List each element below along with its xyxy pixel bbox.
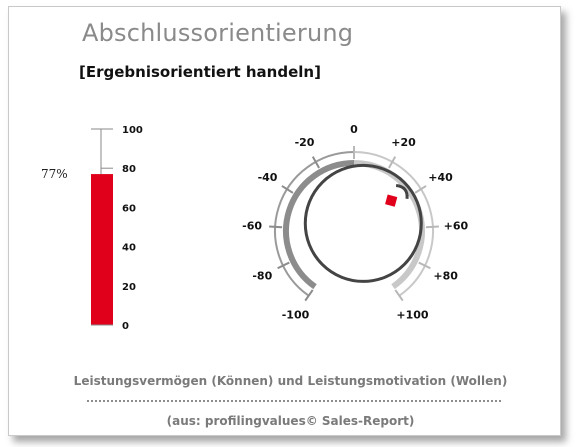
chart-caption: Leistungsvermögen (Können) und Leistungs… [73,374,508,388]
gauge-tick-label: -20 [295,136,315,149]
gauge-tick-label: +80 [433,270,458,283]
dotted-divider [87,400,501,402]
gauge-tick [418,261,431,270]
gauge-tick [414,185,427,194]
gauge-chart: -100 -80 -60 -40 -20 0 +20 +40 +60 +80 +100 [242,123,468,322]
gauge-knob-notch [395,184,409,199]
gauge-negative-outer-arc [274,151,355,297]
gauge-tick [277,261,290,270]
gauge-tick-label: +60 [444,220,469,233]
bar-tick-label: 40 [122,243,136,254]
gauge-knob-ring [303,163,423,283]
gauge-tick-label: -80 [252,270,272,283]
gauge-tick [269,225,283,229]
bar-tick-label: 0 [122,321,129,332]
bar-tick-label: 100 [122,125,143,136]
gauge-tick [394,289,404,302]
gauge-tick-label: 0 [350,123,358,136]
gauge-tick [388,156,397,169]
gauge-negative-band [283,160,355,290]
gauge-positive-outer-arc [353,151,434,297]
source-note: (aus: profilingvalues© Sales-Report) [166,414,415,428]
gauge-tick-label: +20 [391,136,416,149]
gauge-value-marker [385,194,398,207]
gauge-tick-label: +100 [396,309,429,322]
gauge-tick [311,156,320,169]
chart-area: 100 80 60 40 20 0 77% -100 -80 -60 -40 -20 0 +20 +40 +… [41,123,469,332]
bar-tick-label: 60 [122,203,136,214]
gauge-tick-label: -60 [242,220,262,233]
gauge-tick-label: -100 [282,309,310,322]
bar-tick-label: 20 [122,282,136,293]
gauge-tick-label: -40 [258,171,278,184]
gauge-positive-band [353,160,425,290]
gauge-tick [304,289,314,302]
gauge-tick-label: +40 [428,171,453,184]
bar-value-bar [91,174,113,325]
gauge-tick [281,185,294,194]
gauge-tick [425,225,439,229]
bar-tick-label: 80 [122,164,136,175]
page-subtitle: [Ergebnisorientiert handeln] [79,63,321,81]
bar-value-label: 77% [41,167,68,181]
page-title: Abschlussorientierung [82,19,354,47]
report-card: Abschlussorientierung [Ergebnisorientier… [8,6,561,436]
bar-chart: 100 80 60 40 20 0 77% [41,125,143,332]
